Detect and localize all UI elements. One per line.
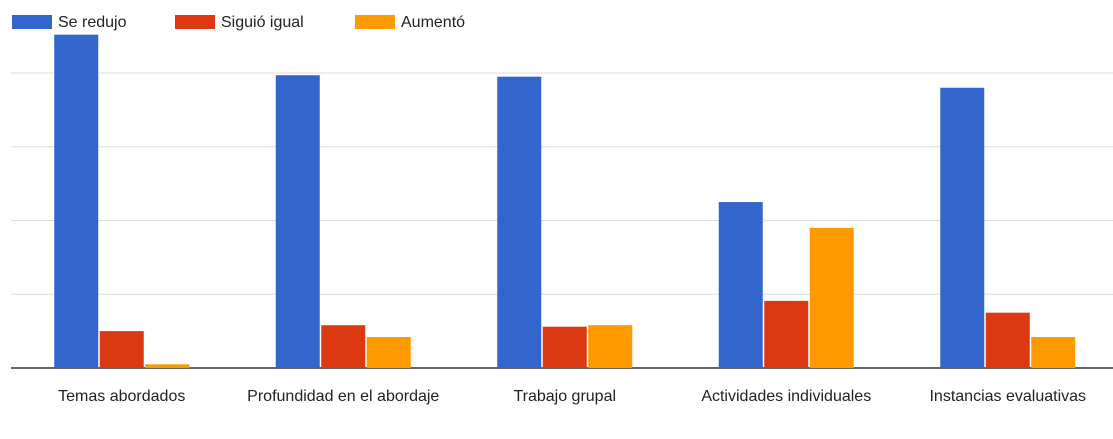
bar — [54, 34, 99, 369]
bar — [321, 325, 366, 368]
bar — [275, 75, 320, 369]
bar — [99, 331, 144, 368]
legend-label: Se redujo — [58, 14, 127, 31]
bar — [542, 326, 587, 368]
bar — [809, 227, 854, 368]
legend-swatch — [175, 15, 215, 29]
legend-swatch — [355, 15, 395, 29]
bar — [366, 337, 411, 368]
bar — [497, 76, 542, 368]
bar — [1031, 337, 1076, 368]
bar — [718, 202, 763, 368]
x-tick-label: Temas abordados — [58, 388, 186, 405]
x-tick-label: Profundidad en el abordaje — [247, 388, 440, 405]
bar — [145, 364, 190, 368]
x-tick-label: Instancias evaluativas — [929, 388, 1087, 405]
legend-label: Siguió igual — [221, 14, 304, 31]
bar — [764, 300, 809, 368]
x-tick-label: Actividades individuales — [701, 388, 872, 405]
bar — [985, 312, 1030, 368]
legend-label: Aumentó — [401, 14, 465, 31]
bar — [940, 87, 985, 368]
x-tick-label: Trabajo grupal — [513, 388, 617, 405]
legend-swatch — [12, 15, 52, 29]
bar — [588, 325, 633, 368]
